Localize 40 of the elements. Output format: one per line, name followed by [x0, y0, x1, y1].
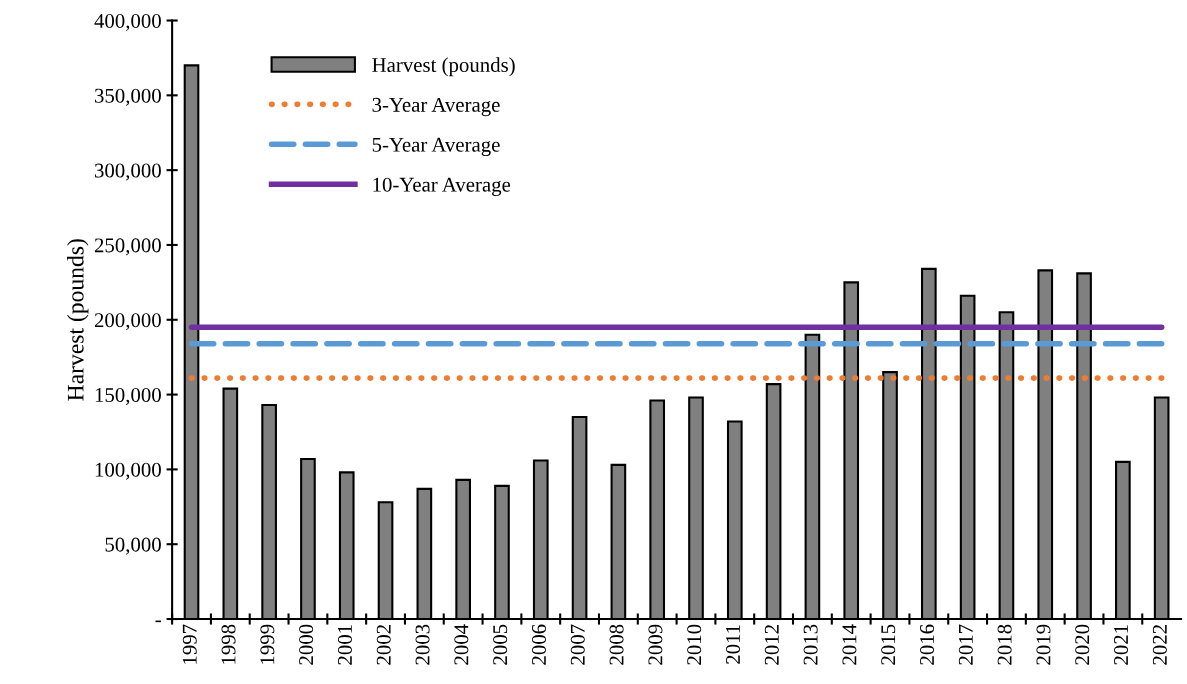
legend-label: 10-Year Average: [373, 177, 511, 196]
y-tick-label: 400,000: [94, 13, 161, 31]
x-tick-label: 1999: [260, 624, 275, 664]
x-tick-label: 2010: [687, 624, 702, 665]
x-tick-label: 2003: [415, 624, 430, 665]
y-tick-label: -: [155, 620, 161, 623]
y-tick-label: 350,000: [94, 88, 161, 106]
x-tick-label: 2021: [1114, 625, 1129, 665]
x-tick-label: 2005: [493, 624, 508, 665]
x-tick-label: 2016: [919, 624, 935, 665]
x-tick-label: 2014: [842, 624, 857, 665]
y-axis-title: Harvest (pounds): [67, 239, 89, 401]
y-tick-label: 200,000: [94, 313, 161, 331]
legend-label: Harvest (pounds): [372, 57, 515, 77]
x-tick-label: 2013: [803, 624, 818, 665]
legend-label: 3-Year Average: [372, 97, 500, 117]
x-tick-label: 2001: [337, 625, 352, 665]
x-tick-label: 2006: [531, 624, 546, 665]
y-tick-label: 100,000: [95, 462, 161, 480]
x-tick-label: 2000: [299, 624, 314, 665]
legend-label: 5-Year Average: [372, 137, 500, 157]
x-tick-label: 2015: [881, 624, 896, 665]
x-tick-label: 2004: [454, 624, 469, 665]
x-tick-label: 2002: [376, 625, 391, 665]
x-tick-label: 2019: [1036, 624, 1051, 665]
y-tick-label: 150,000: [95, 387, 161, 406]
x-tick-label: 2007: [570, 624, 585, 665]
x-tick-label: 2018: [997, 624, 1012, 665]
x-tick-label: 2020: [1075, 624, 1090, 665]
x-tick-label: 1998: [221, 624, 236, 664]
x-tick-label: 2012: [764, 625, 779, 665]
x-tick-label: 2017: [958, 624, 973, 665]
x-tick-label: 2011: [725, 625, 741, 664]
x-tick-label: 2022: [1152, 625, 1167, 665]
x-tick-label: 2009: [648, 624, 663, 665]
y-tick-label: 50,000: [105, 537, 161, 555]
y-tick-label: 300,000: [94, 163, 161, 181]
x-tick-label: 1997: [182, 624, 197, 664]
y-tick-label: 250,000: [94, 238, 161, 256]
x-tick-label: 2008: [609, 624, 624, 665]
